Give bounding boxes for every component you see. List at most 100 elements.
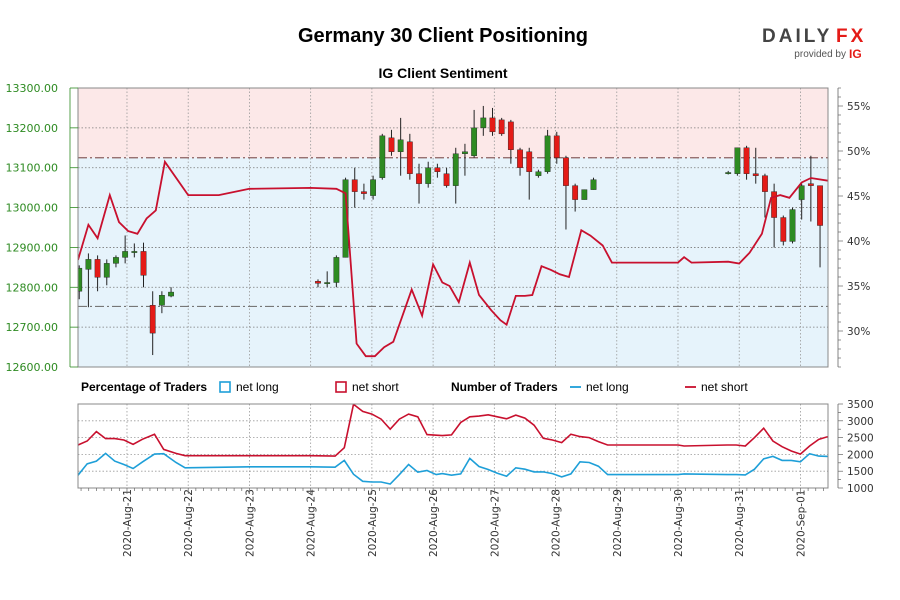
traders-tick-label: 1000 xyxy=(847,483,874,495)
candle-down xyxy=(743,147,750,174)
candle-down xyxy=(434,167,441,172)
candle-up xyxy=(452,153,459,186)
candle-up xyxy=(425,167,432,184)
legend-num-long-label: net long xyxy=(586,380,629,394)
chart-title: Germany 30 Client Positioning xyxy=(298,25,588,47)
logo-ig: IG xyxy=(849,47,862,61)
date-tick-label: 2020-Aug-24 xyxy=(306,489,318,557)
date-tick-label: 2020-Aug-25 xyxy=(367,489,379,557)
candle-down xyxy=(416,173,422,184)
candle-up xyxy=(122,251,129,258)
legend-pct-long-label: net long xyxy=(236,380,279,394)
candle-up xyxy=(798,185,805,200)
date-tick-label: 2020-Aug-22 xyxy=(183,489,195,557)
candle-down xyxy=(489,117,496,133)
candle-up xyxy=(789,209,796,242)
candle-up xyxy=(158,295,165,306)
candle-up xyxy=(734,147,741,174)
candle-up xyxy=(397,139,404,152)
date-tick-label: 2020-Aug-27 xyxy=(489,489,501,557)
candle-up xyxy=(370,179,377,196)
percent-tick-label: 50% xyxy=(847,146,870,158)
price-tick-label: 12900.00 xyxy=(6,241,59,254)
candlestick-series xyxy=(78,105,823,356)
net-long-line xyxy=(78,452,828,485)
date-tick-label: 2020-Sep-01 xyxy=(795,490,807,557)
percent-tick-label: 45% xyxy=(847,191,870,203)
candle-up xyxy=(324,282,331,284)
legend-num-short-label: net short xyxy=(701,380,748,394)
candle-up xyxy=(103,263,110,278)
candle-up xyxy=(78,267,83,292)
candle-up xyxy=(333,257,340,283)
candle-up xyxy=(168,291,174,297)
candle-up xyxy=(544,135,551,172)
traders-tick-label: 3000 xyxy=(847,416,874,428)
candle-down xyxy=(807,183,814,186)
date-axis: 2020-Aug-21 2020-Aug-22 2020-Aug-23 2020-Au… xyxy=(80,488,824,557)
date-tick-label: 2020-Aug-21 xyxy=(122,489,134,557)
candle-down xyxy=(563,157,569,186)
candle-down xyxy=(752,173,759,176)
percent-tick-label: 35% xyxy=(847,281,870,293)
net-short-line xyxy=(78,404,828,457)
price-panel: 12600.00 12700.00 12800.00 12900.00 13000.00… xyxy=(6,82,871,374)
traders-axis: 1000 1500 2000 2500 3000 3500 xyxy=(837,399,874,495)
traders-tick-label: 2500 xyxy=(847,433,874,445)
sentiment-line xyxy=(78,159,828,358)
price-tick-label: 13300.00 xyxy=(6,82,59,95)
candle-up xyxy=(85,259,92,270)
candle-down xyxy=(388,137,395,152)
legend: Percentage of Traders net long net short… xyxy=(81,380,748,394)
candle-down xyxy=(315,281,321,284)
percent-tick-label: 40% xyxy=(847,236,870,248)
percent-axis: 30% 35% 40% 45% 50% 55% xyxy=(837,87,870,368)
candle-down xyxy=(149,305,156,334)
legend-pct-short-label: net short xyxy=(352,380,399,394)
candle-down xyxy=(443,173,450,186)
candle-up xyxy=(379,135,386,178)
date-tick-label: 2020-Aug-29 xyxy=(612,489,624,557)
candle-up xyxy=(480,117,487,129)
candle-down xyxy=(780,217,787,242)
logo-fx: FX xyxy=(836,26,866,47)
date-tick-label: 2020-Aug-26 xyxy=(428,489,440,557)
percent-tick-label: 30% xyxy=(847,326,870,338)
candle-down xyxy=(572,185,579,200)
candle-down xyxy=(517,149,523,168)
price-tick-label: 12600.00 xyxy=(6,361,59,374)
candle-up xyxy=(462,151,468,154)
logo-provided-by: provided by xyxy=(794,49,846,60)
price-tick-label: 12800.00 xyxy=(6,281,59,294)
date-tick-label: 2020-Aug-23 xyxy=(244,489,256,557)
date-tick-label: 2020-Aug-30 xyxy=(673,489,685,557)
candle-down xyxy=(817,185,823,226)
logo-daily: DAILY xyxy=(762,26,832,47)
candle-up xyxy=(471,127,478,156)
traders-tick-label: 1500 xyxy=(847,466,874,478)
candle-up xyxy=(131,251,138,253)
candle-down xyxy=(498,119,505,135)
price-tick-label: 13200.00 xyxy=(6,122,59,135)
date-tick-label: 2020-Aug-31 xyxy=(734,489,746,557)
price-tick-label: 12700.00 xyxy=(6,321,59,334)
candle-down xyxy=(507,121,514,150)
candle-up xyxy=(725,172,732,174)
candle-up xyxy=(113,257,119,264)
traders-tick-label: 2000 xyxy=(847,449,874,461)
candle-down xyxy=(553,135,560,158)
candle-down xyxy=(94,259,101,278)
legend-num-title: Number of Traders xyxy=(451,380,558,394)
legend-pct-title: Percentage of Traders xyxy=(81,380,207,394)
candle-up xyxy=(590,179,597,190)
candle-up xyxy=(581,189,588,200)
price-axis: 12600.00 12700.00 12800.00 12900.00 13000.00… xyxy=(6,82,78,374)
candle-down xyxy=(771,191,778,218)
candle-up xyxy=(535,171,542,176)
candle-down xyxy=(526,151,533,172)
candle-down xyxy=(406,141,413,174)
upper-sentiment-zone xyxy=(78,88,828,158)
dailyfx-logo: DAILY FX provided by IG xyxy=(762,26,866,61)
